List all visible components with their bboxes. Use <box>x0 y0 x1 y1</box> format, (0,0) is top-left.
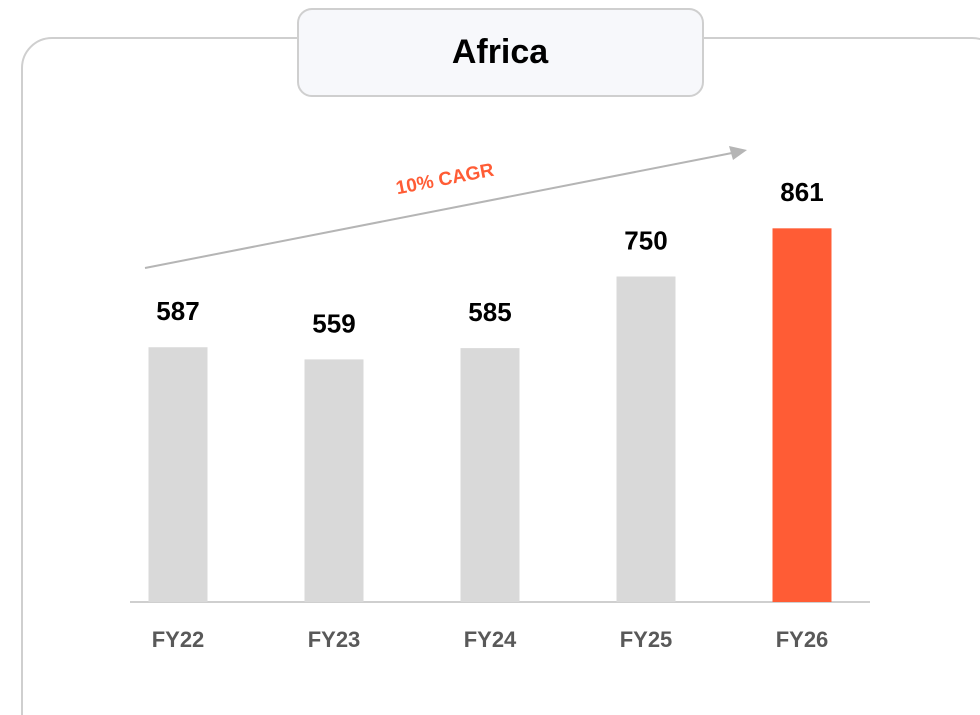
x-tick-label: FY26 <box>776 627 829 652</box>
trend-arrow <box>144 152 733 269</box>
x-tick-label: FY25 <box>620 627 673 652</box>
bar <box>304 359 364 602</box>
bar <box>772 228 832 603</box>
chart-title: Africa <box>452 33 549 71</box>
bar <box>616 276 676 602</box>
arrow-head <box>729 146 747 160</box>
title-box <box>297 8 704 97</box>
value-label: 559 <box>312 308 355 338</box>
bar <box>460 348 520 602</box>
value-label: 861 <box>780 177 823 207</box>
bar <box>148 347 208 602</box>
value-label: 587 <box>156 296 199 326</box>
value-label: 585 <box>468 297 511 327</box>
x-tick-label: FY22 <box>152 627 205 652</box>
x-tick-label: FY23 <box>308 627 361 652</box>
x-tick-label: FY24 <box>464 627 517 652</box>
value-label: 750 <box>624 225 667 255</box>
